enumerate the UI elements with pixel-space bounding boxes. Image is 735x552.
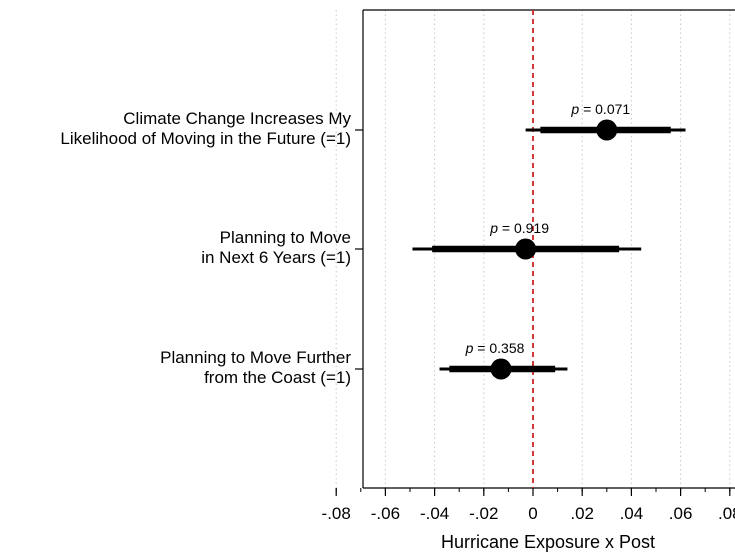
y-label-2-line-0: Planning to Move Further bbox=[160, 348, 351, 367]
point-estimate-2 bbox=[490, 358, 512, 380]
p-value-label-0: p = 0.071 bbox=[570, 101, 630, 117]
x-tick-label-3: -.02 bbox=[469, 504, 498, 523]
y-label-1-line-0: Planning to Move bbox=[220, 228, 351, 247]
x-tick-label-5: .02 bbox=[570, 504, 594, 523]
p-value-text: = 0.358 bbox=[473, 340, 524, 356]
y-label-0-line-1: Likelihood of Moving in the Future (=1) bbox=[60, 129, 351, 148]
p-symbol: p bbox=[489, 220, 498, 236]
x-tick-label-8: .08 bbox=[718, 504, 735, 523]
p-symbol: p bbox=[570, 101, 579, 117]
x-tick-label-2: -.04 bbox=[420, 504, 449, 523]
x-axis-title: Hurricane Exposure x Post bbox=[441, 532, 655, 552]
y-label-1-line-1: in Next 6 Years (=1) bbox=[201, 248, 351, 267]
p-value-text: = 0.919 bbox=[498, 220, 549, 236]
p-value-text: = 0.071 bbox=[579, 101, 630, 117]
p-value-label-2: p = 0.358 bbox=[465, 340, 525, 356]
y-label-2-line-1: from the Coast (=1) bbox=[204, 368, 351, 387]
x-tick-label-4: 0 bbox=[528, 504, 537, 523]
point-estimate-1 bbox=[515, 238, 537, 260]
p-symbol: p bbox=[465, 340, 474, 356]
x-tick-label-6: .04 bbox=[620, 504, 644, 523]
plot-frame bbox=[355, 9, 735, 489]
x-tick-label-1: -.06 bbox=[371, 504, 400, 523]
p-value-label-1: p = 0.919 bbox=[489, 220, 549, 236]
x-axis-ticks: -.08-.06-.04-.020.02.04.06.08.1 bbox=[322, 488, 735, 523]
point-estimate-0 bbox=[596, 119, 618, 141]
x-tick-label-7: .06 bbox=[669, 504, 693, 523]
y-label-0-line-0: Climate Change Increases My bbox=[123, 109, 351, 128]
x-tick-label-0: -.08 bbox=[322, 504, 351, 523]
